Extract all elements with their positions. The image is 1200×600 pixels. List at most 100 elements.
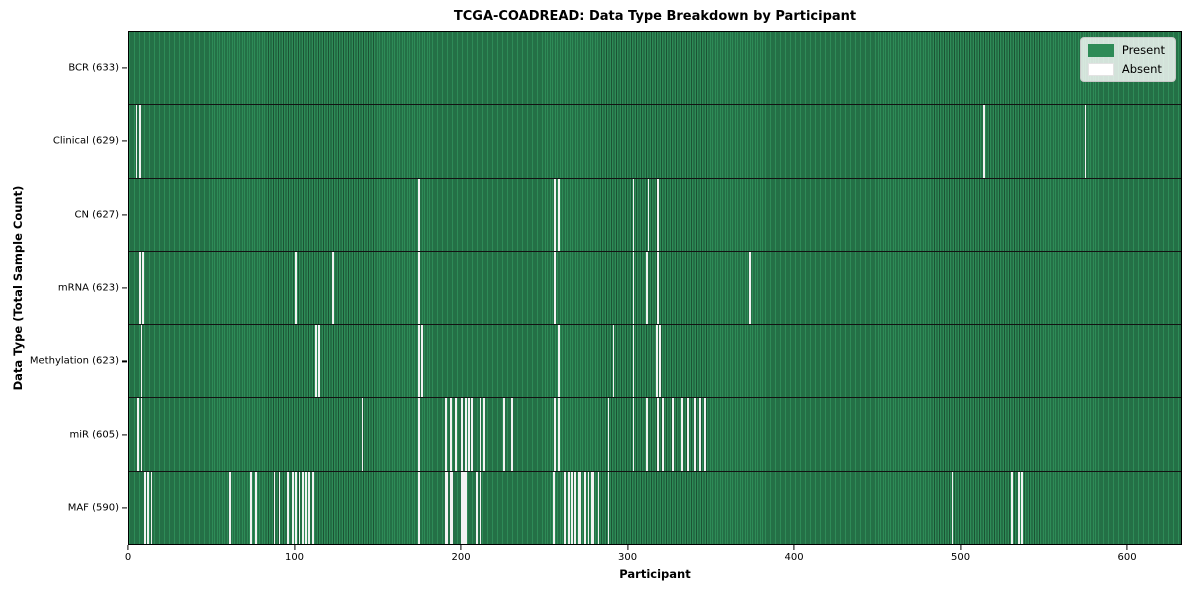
heatmap-row-cn <box>129 178 1181 252</box>
absent-mark <box>502 398 505 471</box>
absent-mark <box>557 398 560 471</box>
absent-mark <box>461 471 464 544</box>
absent-mark <box>592 471 595 544</box>
absent-mark <box>444 398 447 471</box>
absent-mark <box>591 471 593 544</box>
absent-mark <box>564 471 567 544</box>
chart-title: TCGA-COADREAD: Data Type Breakdown by Pa… <box>453 9 857 24</box>
y-tick-label: miR (605) <box>69 429 119 441</box>
plot-area: Present Absent <box>128 31 1182 545</box>
y-tick-mark <box>122 213 127 216</box>
y-tick-mark <box>122 287 127 289</box>
legend: Present Absent <box>1079 37 1176 82</box>
absent-mark <box>632 325 635 398</box>
absent-mark <box>464 471 467 544</box>
y-tick-mark <box>122 140 127 142</box>
absent-mark <box>632 398 635 471</box>
absent-mark <box>454 398 457 471</box>
absent-mark <box>286 471 289 544</box>
absent-mark <box>255 471 258 544</box>
absent-mark <box>657 178 660 251</box>
absent-mark <box>138 105 141 178</box>
y-tick-label: BCR (633) <box>68 62 119 74</box>
absent-mark <box>1018 471 1020 544</box>
legend-item-absent: Absent <box>1087 62 1165 76</box>
absent-mark <box>612 325 615 398</box>
absent-mark <box>273 471 276 544</box>
absent-mark <box>305 471 307 544</box>
heatmap-row-mrna <box>129 251 1181 326</box>
absent-mark <box>140 398 143 471</box>
absent-mark <box>584 471 587 544</box>
absent-mark <box>587 471 590 544</box>
absent-mark <box>418 471 420 544</box>
heatmap-row-maf <box>129 471 1181 544</box>
absent-mark <box>657 398 660 471</box>
x-tick-mark <box>460 545 462 550</box>
absent-mark <box>140 325 143 398</box>
absent-mark <box>228 471 231 544</box>
absent-mark <box>479 471 482 544</box>
x-tick-label: 0 <box>124 552 132 563</box>
y-tick-label: Clinical (629) <box>52 135 119 147</box>
absent-mark <box>574 471 577 544</box>
legend-label-absent: Absent <box>1121 62 1162 76</box>
heatmap-rows <box>129 32 1181 544</box>
absent-mark <box>138 251 141 325</box>
x-tick-mark <box>127 545 129 550</box>
absent-mark <box>461 398 464 471</box>
absent-mark <box>142 251 145 325</box>
absent-mark <box>951 471 954 544</box>
absent-mark <box>1021 471 1024 544</box>
x-tick-mark <box>626 545 629 550</box>
absent-mark <box>672 398 675 471</box>
absent-mark <box>699 398 701 471</box>
absent-mark <box>511 398 514 471</box>
absent-mark <box>694 398 696 471</box>
x-tick-label: 300 <box>617 552 638 563</box>
absent-mark <box>291 471 294 544</box>
absent-mark <box>557 178 560 251</box>
absent-mark <box>704 398 706 471</box>
absent-mark <box>476 471 479 544</box>
absent-mark <box>135 105 138 178</box>
absent-mark <box>554 398 557 471</box>
absent-mark <box>468 398 470 471</box>
y-tick-mark <box>122 360 127 363</box>
x-tick-mark <box>959 545 962 550</box>
x-axis-label: Participant <box>619 567 691 581</box>
absent-mark <box>552 471 555 544</box>
absent-mark <box>295 471 297 544</box>
absent-mark <box>482 398 485 471</box>
absent-mark <box>554 251 557 325</box>
legend-item-present: Present <box>1087 43 1165 57</box>
absent-mark <box>645 251 648 325</box>
absent-mark <box>418 251 420 325</box>
absent-mark <box>571 471 573 544</box>
absent-mark <box>331 251 334 325</box>
y-tick-label: MAF (590) <box>67 502 119 514</box>
absent-mark <box>308 471 311 544</box>
heatmap-row-mir <box>129 398 1181 472</box>
absent-mark <box>567 471 570 544</box>
y-tick-label: mRNA (623) <box>57 282 119 294</box>
absent-mark <box>150 471 153 544</box>
absent-mark <box>662 398 665 471</box>
heatmap-row-bcr <box>129 32 1181 106</box>
x-tick-label: 100 <box>284 552 305 563</box>
absent-mark <box>655 325 658 398</box>
y-tick-mark <box>122 507 127 509</box>
absent-mark <box>632 178 635 251</box>
x-tick-mark <box>1126 545 1128 550</box>
absent-mark <box>577 471 580 544</box>
absent-mark <box>421 325 424 398</box>
absent-mark <box>318 325 321 398</box>
absent-mark <box>607 471 610 544</box>
x-tick-mark <box>293 545 296 550</box>
absent-mark <box>554 178 557 251</box>
absent-mark <box>579 471 582 544</box>
absent-mark <box>361 398 364 471</box>
absent-mark <box>645 398 648 471</box>
absent-mark <box>449 471 452 544</box>
